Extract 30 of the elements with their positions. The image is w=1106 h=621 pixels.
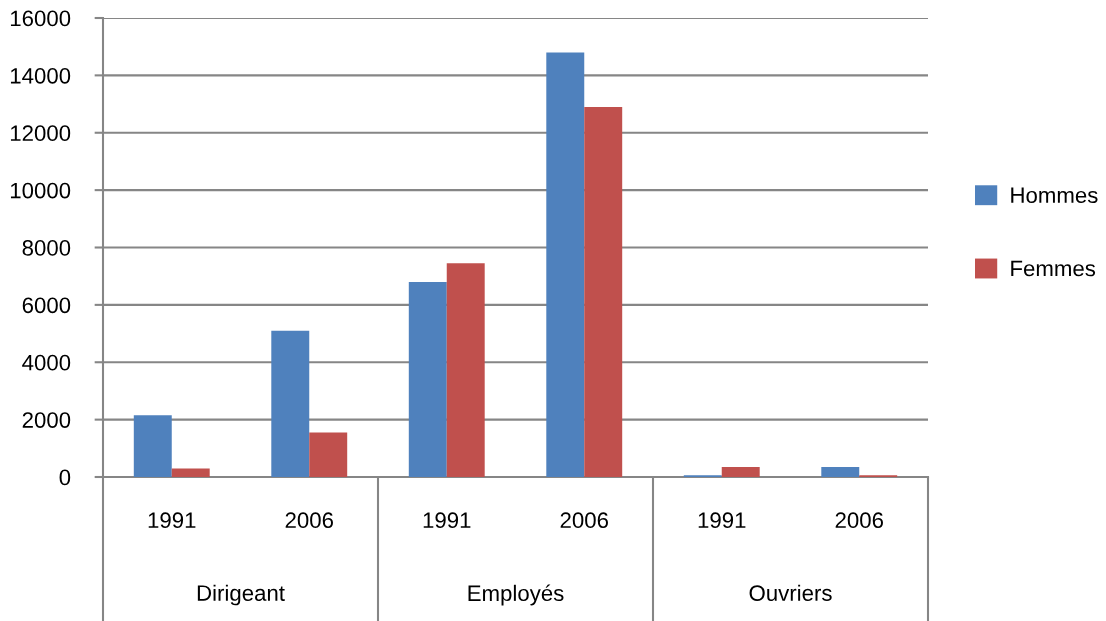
text: Ouvriers (749, 584, 832, 601)
y-tick-label: 8000 (22, 240, 71, 256)
bar (446, 263, 485, 477)
text: Employés (468, 584, 564, 606)
bar (133, 415, 172, 477)
bar (584, 106, 623, 477)
legend-label: Hommes (1011, 187, 1098, 204)
y-tick-label: 6000 (22, 297, 71, 314)
x-tick-label: 1991 (698, 512, 746, 529)
x-tick-label: 2006 (560, 512, 608, 529)
x-tick-label: 1991 (423, 512, 471, 529)
legend-label: Femmes (1011, 260, 1096, 277)
y-tick-label: 12000 (10, 125, 71, 142)
y-tick-label: 0 (59, 469, 71, 486)
bar (821, 466, 860, 477)
y-tick-label: 2000 (22, 412, 71, 428)
bar (721, 466, 760, 477)
bar (408, 281, 447, 477)
x-tick-label: 2006 (285, 512, 333, 529)
bar (546, 52, 585, 477)
bar (309, 432, 348, 477)
y-tick-label: 14000 (10, 67, 71, 84)
text: Dirigeant (197, 584, 285, 606)
bar (171, 468, 210, 477)
y-tick-label: 4000 (22, 354, 71, 371)
y-tick-label: 10000 (10, 182, 71, 199)
x-tick-label: 1991 (148, 512, 196, 529)
x-tick-label: 2006 (835, 512, 883, 529)
bar (271, 330, 310, 477)
y-tick-label: 16000 (10, 10, 71, 27)
